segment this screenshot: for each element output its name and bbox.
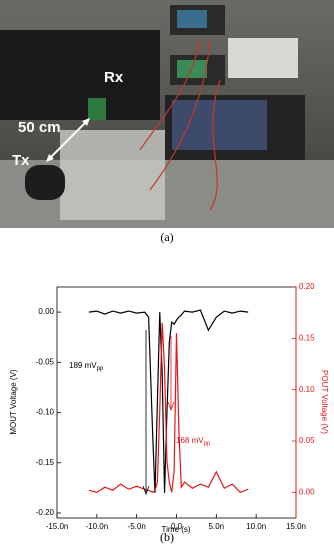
series-line xyxy=(88,322,249,494)
annotation-arrow xyxy=(142,330,150,496)
arrow-heads xyxy=(46,118,90,162)
annotation: 168 mVpp xyxy=(176,436,211,446)
photo-label: Tx xyxy=(12,152,30,169)
annotation-arrow xyxy=(167,336,175,412)
y2-tick-label: 0.00 xyxy=(299,487,315,496)
photo-label: 50 cm xyxy=(18,119,61,136)
x-tick-label: 15.0n xyxy=(286,522,306,531)
y2-axis-label: POUT Voltage (V) xyxy=(320,370,329,434)
annotation-sub: pp xyxy=(204,441,211,447)
screen xyxy=(177,10,207,28)
tx-coil xyxy=(25,165,65,200)
plot-frame xyxy=(56,286,297,519)
instrument xyxy=(228,38,298,78)
annotation-text: 189 mV xyxy=(69,361,97,370)
y-tick-label: -0.10 xyxy=(36,408,55,417)
board xyxy=(60,130,165,220)
x-tick-label: -10.0n xyxy=(85,522,108,531)
screen xyxy=(177,60,207,78)
caption: (a) xyxy=(160,230,173,244)
x-tick-label: 0.0 xyxy=(171,522,183,531)
cables xyxy=(139,39,221,211)
caption: (b) xyxy=(160,530,174,544)
x-tick-label: -15.0n xyxy=(46,522,69,531)
y-tick-label: -0.15 xyxy=(36,458,55,467)
distance-arrow xyxy=(47,119,89,161)
series-line xyxy=(88,309,249,493)
y2-tick-label: 0.15 xyxy=(299,333,315,342)
case xyxy=(0,30,160,120)
y2-tick-label: 0.05 xyxy=(299,436,315,445)
photo: Rx 50 cm Tx xyxy=(0,0,334,228)
screen xyxy=(172,100,267,150)
y-axis-label: MOUT Voltage (V) xyxy=(9,369,18,435)
rx-board xyxy=(88,98,106,120)
y-tick-label: 0.00 xyxy=(38,307,54,316)
y2-tick-label: 0.20 xyxy=(299,282,315,291)
x-tick-label: 5.0n xyxy=(209,522,225,531)
x-tick-label: 10.0n xyxy=(246,522,266,531)
photo-label: Rx xyxy=(104,69,124,86)
y-tick-label: -0.20 xyxy=(36,508,55,517)
annotation: 189 mVpp xyxy=(69,361,104,371)
annotation-text: 168 mV xyxy=(176,436,204,445)
x-tick-label: -5.0n xyxy=(128,522,146,531)
annotation-sub: pp xyxy=(97,366,104,372)
x-axis-label: Time (s) xyxy=(161,525,190,534)
y2-tick-label: 0.10 xyxy=(299,385,315,394)
y-tick-label: -0.05 xyxy=(36,357,55,366)
